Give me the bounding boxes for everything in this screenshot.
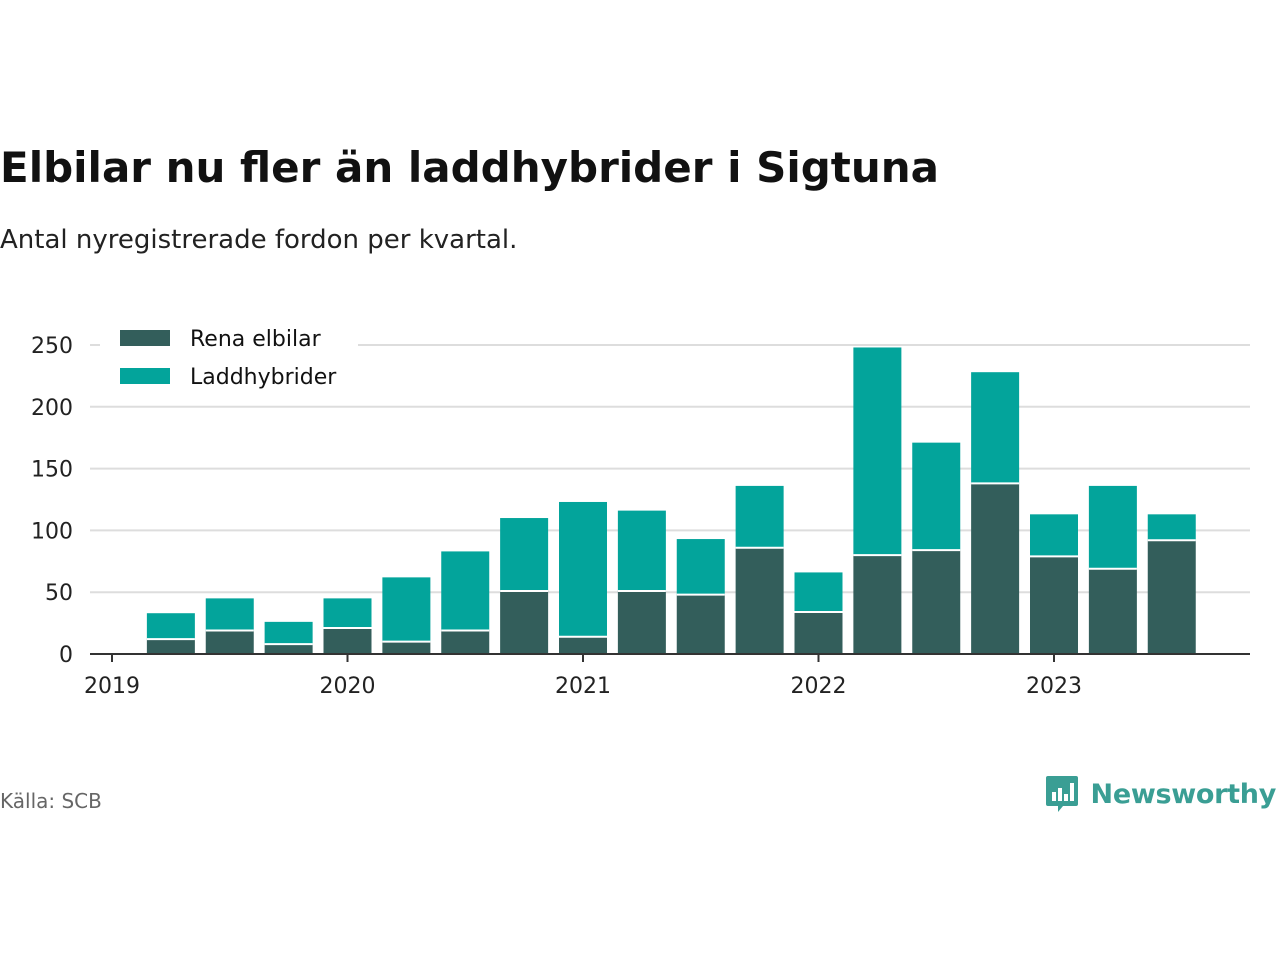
bar-laddhybrider — [1088, 485, 1137, 569]
stacked-bar-chart: 0 50 100 150 200 250 2019 2020 2021 2022 2023 Rena… — [31, 322, 1250, 699]
bar-laddhybrider — [794, 572, 843, 612]
legend-label: Rena elbilar — [190, 327, 322, 352]
bar-rena-elbilar — [323, 628, 372, 654]
bar-rena-elbilar — [382, 641, 431, 654]
bar-laddhybrider — [676, 539, 725, 595]
bar-laddhybrider — [912, 442, 961, 551]
chart-title: Elbilar nu fler än laddhybrider i Sigtun… — [0, 143, 940, 192]
bar-laddhybrider — [971, 372, 1020, 484]
bar-rena-elbilar — [676, 594, 725, 654]
brand-name: Newsworthy — [1090, 778, 1277, 810]
axes: 0 50 100 150 200 250 2019 2020 2021 2022 2023 — [31, 334, 1250, 699]
y-tick-label: 150 — [31, 458, 73, 483]
bar-laddhybrider — [1030, 514, 1078, 557]
bar-rena-elbilar — [441, 630, 490, 654]
bar-rena-elbilar — [794, 611, 843, 654]
y-tick-label: 200 — [31, 396, 73, 421]
x-tick-label: 2019 — [84, 674, 140, 699]
bar-laddhybrider — [146, 613, 195, 640]
bar-laddhybrider — [500, 518, 549, 591]
x-tick-label: 2023 — [1026, 674, 1082, 699]
bar-laddhybrider — [1147, 514, 1196, 541]
y-tick-label: 250 — [31, 334, 73, 359]
legend-swatch — [120, 368, 170, 384]
bars — [146, 347, 1196, 654]
y-tick-label: 0 — [59, 643, 73, 668]
bar-rena-elbilar — [264, 644, 313, 654]
bar-laddhybrider — [205, 598, 254, 631]
newsworthy-logo-icon — [1045, 776, 1078, 812]
bar-laddhybrider — [441, 551, 490, 631]
bar-laddhybrider — [853, 347, 902, 556]
bar-laddhybrider — [617, 510, 666, 591]
bar-laddhybrider — [264, 621, 313, 645]
y-tick-label: 100 — [31, 519, 73, 544]
y-tick-label: 50 — [45, 581, 73, 606]
bar-rena-elbilar — [1147, 540, 1196, 654]
x-tick-label: 2020 — [320, 674, 376, 699]
bar-laddhybrider — [735, 485, 784, 548]
bar-rena-elbilar — [853, 555, 902, 654]
x-tick-label: 2022 — [791, 674, 847, 699]
bar-laddhybrider — [323, 598, 372, 629]
chart-subtitle: Antal nyregistrerade fordon per kvartal. — [0, 225, 518, 255]
legend-label: Laddhybrider — [190, 365, 337, 390]
bar-rena-elbilar — [205, 630, 254, 654]
bar-rena-elbilar — [1030, 556, 1078, 654]
legend: Rena elbilar Laddhybrider — [100, 322, 358, 402]
bar-laddhybrider — [559, 501, 607, 637]
bar-rena-elbilar — [735, 547, 784, 654]
bar-laddhybrider — [382, 577, 431, 642]
bar-rena-elbilar — [500, 590, 549, 654]
bar-rena-elbilar — [1088, 568, 1137, 654]
bar-rena-elbilar — [912, 550, 961, 654]
source-note: Källa: SCB — [0, 789, 102, 813]
bar-rena-elbilar — [559, 636, 607, 654]
bar-rena-elbilar — [617, 590, 666, 654]
x-tick-label: 2021 — [555, 674, 611, 699]
legend-swatch — [120, 330, 170, 346]
bar-rena-elbilar — [971, 483, 1020, 654]
brand-logo: Newsworthy — [1045, 774, 1276, 814]
bar-rena-elbilar — [146, 639, 195, 654]
